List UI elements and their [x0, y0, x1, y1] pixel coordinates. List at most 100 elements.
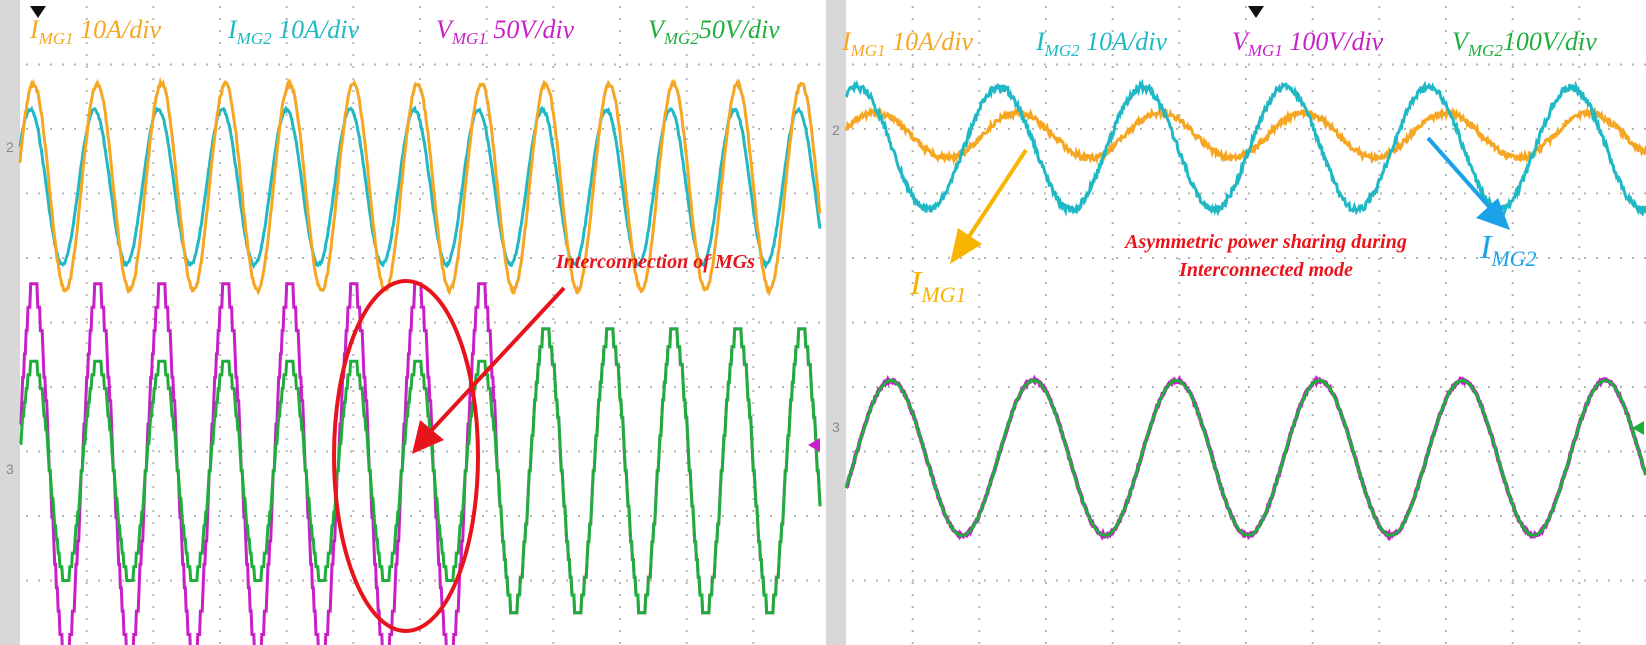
grid-dot [758, 63, 760, 66]
grid-dot [734, 579, 736, 582]
grid-dot [122, 450, 124, 453]
grid-dot [1308, 450, 1310, 453]
grid-dot [1378, 210, 1381, 212]
grid-dot [864, 515, 866, 517]
grid-dot [1311, 234, 1314, 236]
grid-dot [1445, 6, 1447, 8]
grid-dot [1245, 426, 1247, 428]
grid-dot [1111, 30, 1114, 32]
grid-dot [685, 498, 688, 500]
grid-dot [1356, 257, 1358, 259]
grid-dot [1511, 294, 1514, 296]
grid-dot [1560, 386, 1562, 388]
grid-dot [1578, 210, 1581, 212]
grid-dot [978, 18, 981, 20]
grid-dot [485, 642, 488, 644]
grid-dot [1224, 192, 1226, 195]
grid-dot [352, 66, 355, 68]
grid-dot [419, 150, 421, 152]
grid-dot [924, 128, 926, 130]
grid-dot [1404, 257, 1406, 259]
grid-dot [170, 321, 172, 324]
grid-dot [1445, 558, 1447, 560]
grid-dot [242, 128, 244, 130]
grid-dot [85, 534, 88, 536]
grid-dot [752, 630, 755, 632]
grid-dot [1008, 515, 1010, 517]
grid-dot [960, 192, 962, 195]
grid-dot [1111, 486, 1114, 488]
grid-dot [1644, 579, 1646, 582]
grid-dot [1560, 257, 1562, 259]
grid-dot [1245, 294, 1247, 296]
grid-dot [1245, 342, 1247, 344]
grid-dot [685, 30, 688, 32]
grid-dot [419, 618, 421, 620]
grid-dot [302, 515, 304, 517]
grid-dot [542, 321, 544, 324]
grid-dot [1128, 579, 1130, 582]
grid-dot [1500, 386, 1502, 388]
grid-dot [1368, 515, 1370, 517]
grid-dot [290, 63, 292, 66]
grid-dot [752, 162, 755, 164]
grid-dot [1572, 515, 1574, 517]
grid-dot [552, 558, 555, 560]
grid-dot [1578, 330, 1581, 332]
grid-dot [911, 54, 914, 56]
grid-dot [1212, 515, 1214, 517]
grid-dot [1111, 42, 1114, 44]
grid-dot [1378, 630, 1381, 632]
img2-callout-arrow-shaft [1426, 136, 1494, 212]
grid-dot [1176, 128, 1178, 130]
grid-dot [552, 594, 555, 596]
grid-dot [1284, 192, 1286, 195]
grid-dot [285, 474, 288, 476]
grid-dot [1428, 386, 1430, 388]
grid-dot [626, 579, 628, 582]
grid-dot [352, 378, 355, 380]
grid-dot [62, 321, 64, 324]
grid-dot [1111, 66, 1114, 68]
grid-dot [1578, 198, 1581, 200]
grid-dot [152, 450, 155, 452]
grid-dot [752, 42, 755, 44]
grid-dot [386, 128, 388, 130]
grid-dot [1245, 486, 1247, 488]
grid-dot [1500, 450, 1502, 453]
grid-dot [1620, 579, 1622, 582]
grid-dot [285, 534, 288, 536]
grid-dot [398, 63, 400, 66]
grid-dot [1445, 522, 1447, 524]
grid-dot [182, 128, 184, 130]
grid-dot [1311, 450, 1314, 452]
grid-dot [219, 282, 221, 284]
grid-dot [1428, 63, 1430, 66]
grid-dot [1500, 515, 1502, 517]
grid-dot [1620, 450, 1622, 453]
grid-dot [134, 579, 136, 582]
grid-dot [1245, 174, 1247, 176]
grid-dot [38, 257, 40, 259]
grid-dot [978, 402, 981, 404]
grid-dot [86, 257, 88, 259]
grid-dot [552, 102, 555, 104]
grid-dot [1284, 257, 1286, 259]
grid-dot [864, 128, 866, 130]
grid-dot [285, 606, 288, 608]
grid-dot [219, 498, 221, 500]
grid-dot [552, 294, 555, 296]
grid-dot [911, 222, 914, 224]
grid-dot [1578, 234, 1581, 236]
grid-dot [206, 321, 208, 324]
grid-dot [1245, 558, 1247, 560]
grid-dot [266, 63, 268, 66]
grid-dot [1452, 450, 1454, 453]
grid-dot [685, 78, 688, 80]
grid-dot [1560, 63, 1562, 66]
grid-dot [1311, 606, 1314, 608]
grid-dot [1511, 546, 1514, 548]
grid-dot [485, 330, 488, 332]
grid-dot [85, 6, 88, 8]
grid-dot [1378, 234, 1381, 236]
